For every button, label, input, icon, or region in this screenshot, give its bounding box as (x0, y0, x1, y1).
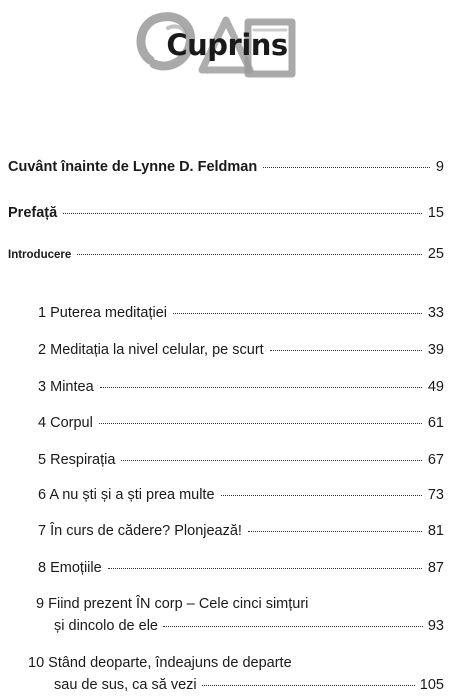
toc-entry-preface[interactable]: Prefață 15 (8, 205, 444, 221)
toc-entry-chapter-3[interactable]: 3 Mintea 49 (38, 379, 444, 395)
toc-entry-label: Cuvânt înainte de Lynne D. Feldman (8, 159, 258, 175)
toc-entry-chapter-5[interactable]: 5 Respirația 67 (38, 452, 444, 468)
dot-leader (163, 626, 423, 627)
toc-page-number: 25 (427, 246, 444, 262)
chapter-title: Emoțiile (50, 560, 102, 576)
chapter-title: Corpul (50, 415, 93, 431)
toc-page-number: 93 (427, 618, 444, 634)
dot-leader (77, 254, 422, 255)
toc-entry-introduction[interactable]: Introducere 25 (8, 246, 444, 262)
chapter-number: 3 (38, 379, 47, 395)
toc-page-number: 33 (427, 305, 444, 321)
toc-entry-label: Introducere (8, 249, 72, 261)
dot-leader (269, 350, 422, 351)
dot-leader (107, 568, 422, 569)
dot-leader (263, 167, 430, 168)
toc-entry-chapter-7[interactable]: 7 În curs de cădere? Plonjează! 81 (38, 523, 444, 539)
chapter-title-line-1: Stând deoparte, îndeajuns de departe (48, 655, 292, 671)
toc-entry-chapter-6[interactable]: 6 A nu ști și a ști prea multe 73 (38, 487, 444, 503)
dot-leader (121, 460, 422, 461)
dot-leader (247, 531, 422, 532)
chapter-title: Mintea (50, 379, 94, 395)
dot-leader (220, 495, 422, 496)
dot-leader (98, 423, 422, 424)
chapter-title: În curs de cădere? Plonjează! (50, 523, 242, 539)
chapter-title: Meditația la nivel celular, pe scurt (50, 342, 264, 358)
toc-entry-foreword[interactable]: Cuvânt înainte de Lynne D. Feldman 9 (8, 159, 444, 175)
chapter-title-line-2: și dincolo de ele (54, 618, 158, 634)
toc-page-number: 49 (427, 379, 444, 395)
chapter-title: Respirația (50, 452, 116, 468)
dot-leader (172, 313, 422, 314)
dot-leader (63, 213, 422, 214)
page-title: Cuprins (166, 28, 288, 62)
toc-entry-chapter-2[interactable]: 2 Meditația la nivel celular, pe scurt 3… (38, 342, 444, 358)
chapter-header: Cuprins (0, 0, 454, 100)
chapter-number: 9 (36, 596, 45, 612)
dot-leader (99, 387, 422, 388)
toc-entry-chapter-9[interactable]: 9 Fiind prezent ÎN corp – Cele cinci sim… (36, 596, 444, 638)
chapter-number: 1 (38, 305, 47, 321)
dot-leader (201, 685, 415, 686)
toc-page-number: 105 (419, 677, 444, 693)
chapter-number: 8 (38, 560, 47, 576)
chapter-number: 4 (38, 415, 47, 431)
chapter-number: 7 (38, 523, 47, 539)
chapter-number: 6 (38, 487, 47, 503)
chapter-number: 5 (38, 452, 47, 468)
chapter-number: 2 (38, 342, 47, 358)
toc-page-number: 67 (427, 452, 444, 468)
toc-page-number: 61 (427, 415, 444, 431)
chapter-title: A nu ști și a ști prea multe (49, 487, 215, 503)
toc-page-number: 81 (427, 523, 444, 539)
toc-page-number: 15 (427, 205, 444, 221)
toc-entry-chapter-10[interactable]: 10 Stând deoparte, îndeajuns de departe … (28, 655, 444, 697)
brush-shapes-decoration (136, 12, 296, 78)
toc-page-number: 39 (427, 342, 444, 358)
toc-page-number: 9 (435, 159, 444, 175)
chapter-number: 10 (28, 655, 45, 671)
chapter-title: Puterea meditației (50, 305, 167, 321)
toc-entry-chapter-1[interactable]: 1 Puterea meditației 33 (38, 305, 444, 321)
toc-page-number: 87 (427, 560, 444, 576)
toc-entry-chapter-8[interactable]: 8 Emoțiile 87 (38, 560, 444, 576)
chapter-title-line-1: Fiind prezent ÎN corp – Cele cinci simțu… (48, 596, 309, 612)
toc-entry-label: Prefață (8, 205, 58, 221)
chapter-title-line-2: sau de sus, ca să vezi (54, 677, 197, 693)
toc-page-number: 73 (427, 487, 444, 503)
toc-entry-chapter-4[interactable]: 4 Corpul 61 (38, 415, 444, 431)
